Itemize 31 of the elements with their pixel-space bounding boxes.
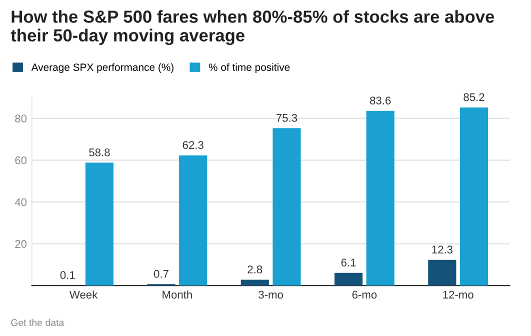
y-tick-label: 40 <box>14 198 27 206</box>
bar <box>179 155 208 286</box>
legend-label: % of time positive <box>208 63 290 74</box>
data-label: 83.6 <box>370 96 391 104</box>
y-tick-label: 20 <box>15 240 27 248</box>
data-label: 58.8 <box>89 148 110 156</box>
bar <box>366 110 394 286</box>
bar <box>428 260 456 286</box>
data-label: 2.8 <box>248 266 262 274</box>
bar <box>85 162 114 286</box>
chart-title: How the S&P 500 fares when 80%-85% of stocks are above their 50-day moving average <box>10 10 494 46</box>
data-label: 62.3 <box>182 141 204 149</box>
data-label: 6.1 <box>341 258 356 266</box>
data-label: 12.3 <box>432 246 452 254</box>
legend-label: Average SPX performance (%) <box>31 63 174 74</box>
bar <box>334 272 363 286</box>
data-label: 0.1 <box>60 271 75 280</box>
text: Get the data <box>11 318 64 326</box>
x-tick-label: Month <box>162 290 192 299</box>
y-tick-label: 60 <box>15 156 27 164</box>
data-label: 0.7 <box>154 270 168 278</box>
x-tick-label: Week <box>69 290 98 299</box>
x-tick-label: 3-mo <box>258 290 284 299</box>
data-label: 75.3 <box>276 114 298 122</box>
data-label: 85.2 <box>464 93 484 102</box>
y-tick-label: 80 <box>15 114 27 122</box>
bar <box>240 280 269 286</box>
bar <box>272 128 301 286</box>
x-tick-label: 12-mo <box>443 290 474 299</box>
bar <box>460 107 488 286</box>
x-tick-label: 6-mo <box>352 290 377 299</box>
